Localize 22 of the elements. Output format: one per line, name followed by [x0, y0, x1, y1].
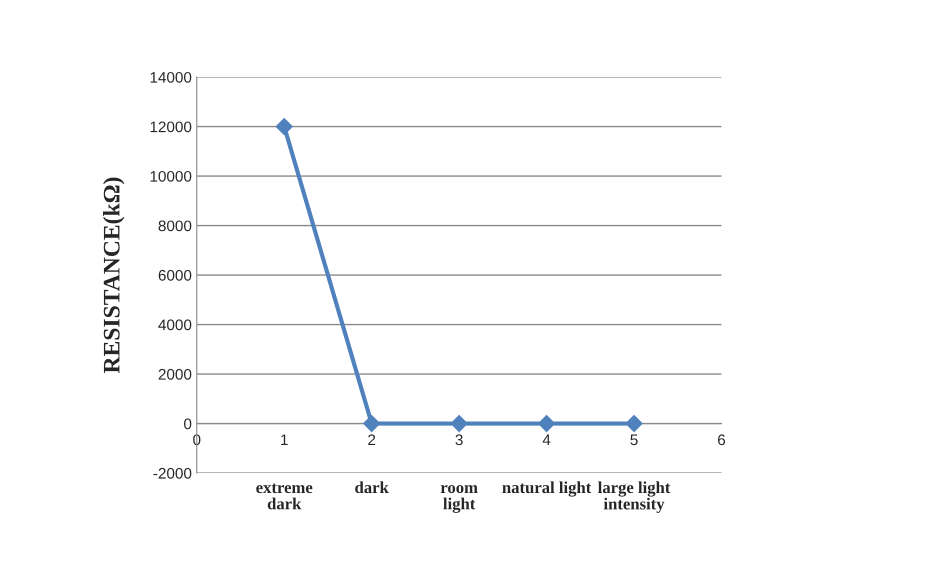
y-tick-label: 2000: [158, 368, 192, 380]
text: extreme dark: [256, 484, 312, 510]
y-tick-label: 8000: [158, 220, 192, 232]
x-tick-label: 4: [542, 434, 550, 446]
text: natural light: [502, 481, 592, 497]
text: room light: [440, 485, 478, 513]
y-tick-label: 12000: [150, 121, 192, 132]
x-tick-label: 6: [718, 434, 726, 446]
x-tick-label: 5: [630, 434, 638, 446]
x-tick-label: 0: [193, 434, 200, 446]
x-tick-label: 2: [368, 434, 376, 446]
x-tick-label: 1: [281, 434, 288, 446]
y-tick-label: 14000: [150, 72, 192, 83]
x-tick-label: 3: [455, 434, 463, 446]
y-tick-label: -2000: [154, 468, 192, 479]
text: large light intensity: [598, 481, 670, 513]
text: dark: [355, 481, 389, 494]
y-tick-label: 6000: [158, 270, 192, 281]
y-tick-label: 0: [184, 418, 192, 430]
y-axis-title: RESISTANCE(kΩ): [103, 178, 124, 374]
y-tick-label: 10000: [150, 170, 192, 182]
y-tick-label: 4000: [158, 319, 192, 330]
